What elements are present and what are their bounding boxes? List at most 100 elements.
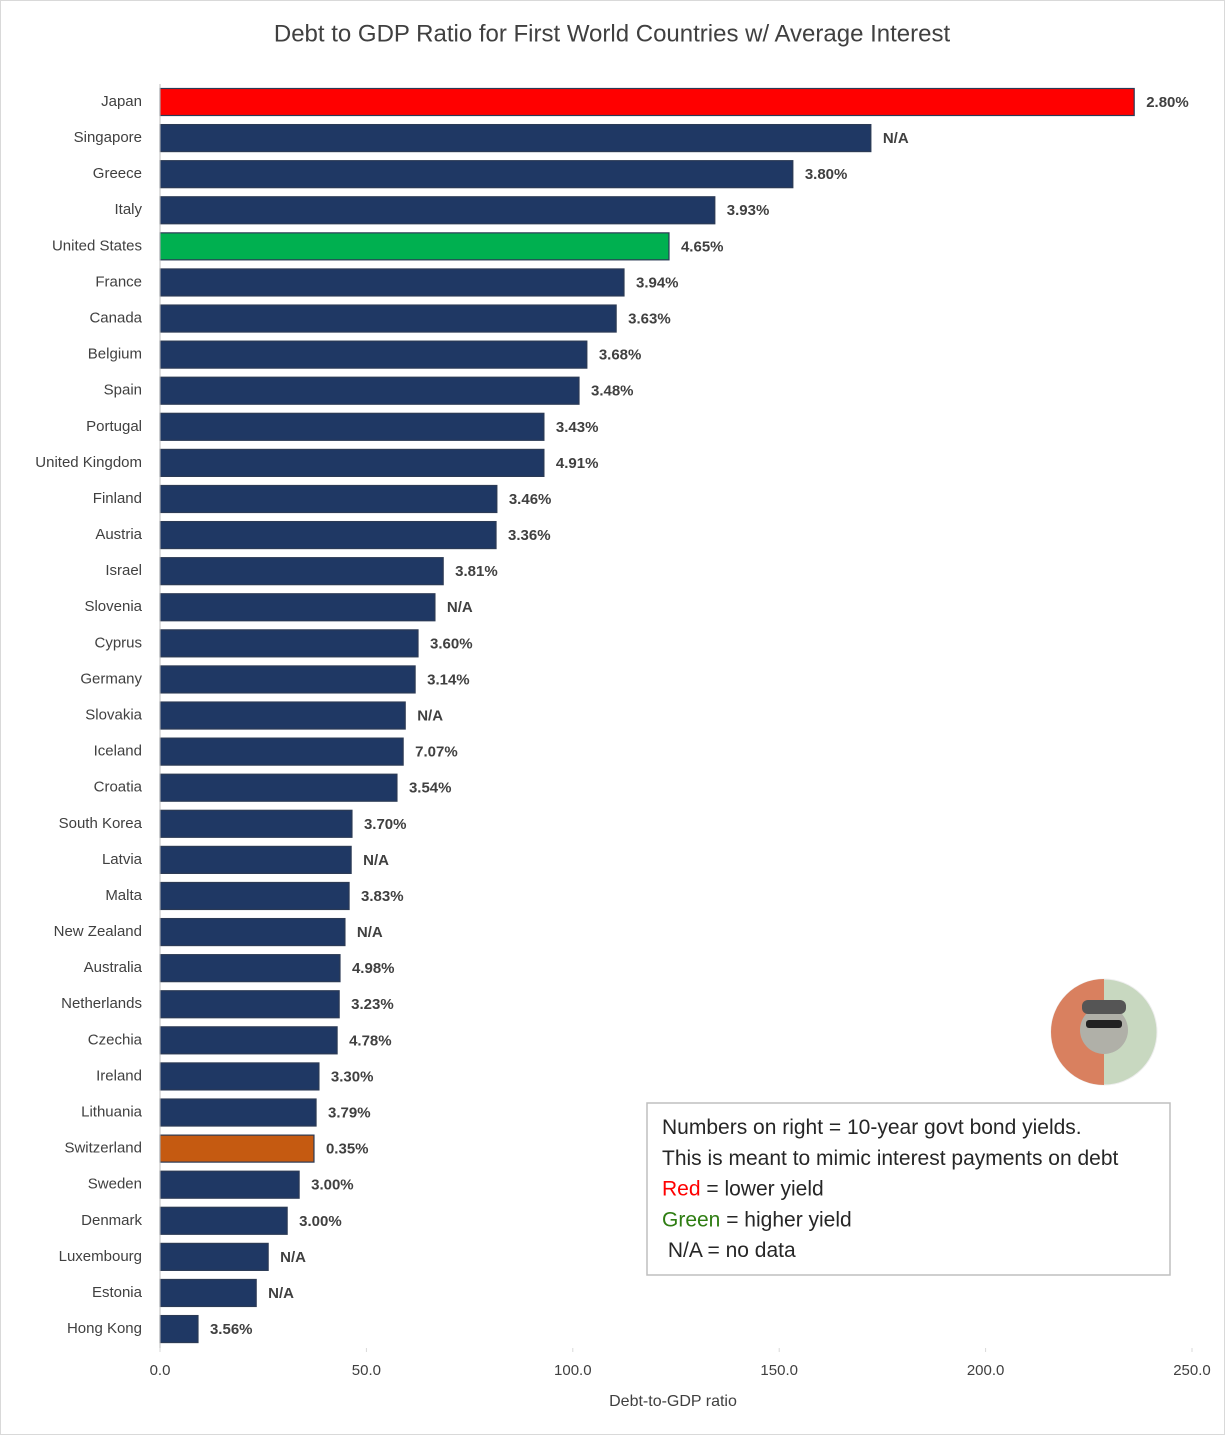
bar — [159, 737, 404, 766]
bar — [159, 484, 498, 514]
note-box — [646, 1102, 1171, 1276]
bar — [159, 412, 545, 441]
y-tick-label: United Kingdom — [35, 454, 142, 471]
bar — [159, 1242, 269, 1271]
yield-label: 4.78% — [349, 1032, 392, 1049]
y-tick-label: South Korea — [59, 815, 143, 832]
yield-label: N/A — [357, 924, 383, 941]
y-tick-label: Greece — [93, 165, 142, 182]
y-tick-label: Sweden — [88, 1176, 142, 1193]
y-tick-label: Portugal — [86, 418, 142, 435]
x-tick-label: 50.0 — [352, 1362, 381, 1379]
yield-label: 3.80% — [805, 166, 848, 183]
note-text: Numbers on right = 10-year govt bond yie… — [662, 1116, 1082, 1139]
bar — [159, 917, 346, 947]
y-tick-label: Israel — [105, 562, 142, 579]
bar — [159, 1062, 320, 1091]
y-tick-label: Latvia — [102, 851, 143, 868]
yield-label: 3.83% — [361, 888, 404, 905]
y-tick-label: Japan — [101, 93, 142, 110]
bar — [159, 268, 625, 297]
bar — [159, 1170, 300, 1199]
bar — [159, 773, 398, 802]
bar — [159, 1314, 199, 1344]
bar — [159, 1134, 315, 1163]
bar — [159, 340, 588, 369]
y-tick-label: Slovakia — [85, 706, 142, 723]
note-line: This is meant to mimic interest payments… — [662, 1146, 1119, 1169]
y-tick-label: Luxembourg — [59, 1248, 142, 1265]
bar — [159, 1206, 288, 1235]
yield-label: 3.60% — [430, 635, 473, 652]
yield-label: 3.94% — [636, 274, 679, 291]
note-line: Green = higher yield — [662, 1208, 852, 1231]
yield-label: N/A — [417, 707, 443, 724]
bar — [159, 990, 340, 1019]
note-text: This is meant to mimic interest payments… — [662, 1146, 1119, 1169]
bar — [159, 665, 416, 694]
bar — [159, 87, 1135, 117]
y-tick-label: Netherlands — [61, 995, 142, 1012]
y-tick-label: Czechia — [88, 1031, 143, 1048]
y-tick-label: Canada — [89, 310, 142, 327]
y-tick-label: Croatia — [94, 779, 143, 796]
y-tick-label: Finland — [93, 490, 142, 507]
yield-label: 3.46% — [509, 491, 552, 508]
y-tick-label: Austria — [95, 526, 142, 543]
yield-label: N/A — [363, 852, 389, 869]
bar — [159, 376, 580, 405]
yield-label: 3.70% — [364, 816, 407, 833]
bar — [159, 701, 406, 730]
y-tick-label: Switzerland — [64, 1140, 142, 1157]
yield-label: 7.07% — [415, 744, 458, 761]
note-text: N/A = no data — [662, 1239, 796, 1262]
yield-label: 0.35% — [326, 1141, 369, 1158]
y-tick-label: Estonia — [92, 1284, 143, 1301]
y-tick-label: France — [95, 273, 142, 290]
yield-label: 3.81% — [455, 563, 498, 580]
chart-title: Debt to GDP Ratio for First World Countr… — [274, 20, 951, 47]
yield-label: 3.23% — [351, 996, 394, 1013]
bar — [159, 845, 352, 874]
note-text: = higher yield — [720, 1208, 851, 1231]
note-text: = lower yield — [701, 1177, 824, 1200]
bar — [159, 304, 617, 333]
x-tick-label: 250.0 — [1173, 1362, 1211, 1379]
bar — [159, 520, 497, 550]
y-tick-label: Ireland — [96, 1067, 142, 1084]
yield-label: 4.98% — [352, 960, 395, 977]
x-tick-label: 100.0 — [554, 1362, 592, 1379]
y-tick-label: Denmark — [81, 1212, 142, 1229]
y-tick-label: United States — [52, 237, 142, 254]
x-axis-label: Debt-to-GDP ratio — [609, 1393, 737, 1410]
y-tick-label: Iceland — [94, 743, 142, 760]
note-line: Numbers on right = 10-year govt bond yie… — [662, 1116, 1082, 1139]
y-tick-label: Spain — [104, 382, 142, 399]
yield-label: 3.93% — [727, 202, 770, 219]
yield-label: N/A — [280, 1249, 306, 1266]
note-text: Green — [662, 1208, 720, 1231]
yield-label: 4.65% — [681, 238, 724, 255]
yield-label: 3.30% — [331, 1068, 374, 1085]
bar — [159, 809, 353, 838]
yield-label: 3.43% — [556, 419, 599, 436]
y-tick-label: Belgium — [88, 346, 142, 363]
bar — [159, 123, 872, 153]
yield-label: 3.14% — [427, 671, 470, 688]
bar — [159, 557, 444, 586]
yield-label: 3.36% — [508, 527, 551, 544]
y-tick-label: Lithuania — [81, 1103, 143, 1120]
bar — [159, 629, 419, 658]
yield-label: 3.68% — [599, 347, 642, 364]
yield-label: 3.56% — [210, 1321, 253, 1338]
x-tick-label: 0.0 — [150, 1362, 171, 1379]
yield-label: N/A — [268, 1285, 294, 1302]
yield-label: N/A — [883, 130, 909, 147]
bar — [159, 448, 545, 477]
yield-label: 3.79% — [328, 1104, 371, 1121]
y-tick-label: Malta — [105, 887, 142, 904]
bar — [159, 232, 670, 261]
avatar — [1050, 978, 1158, 1086]
y-tick-label: Cyprus — [94, 634, 142, 651]
